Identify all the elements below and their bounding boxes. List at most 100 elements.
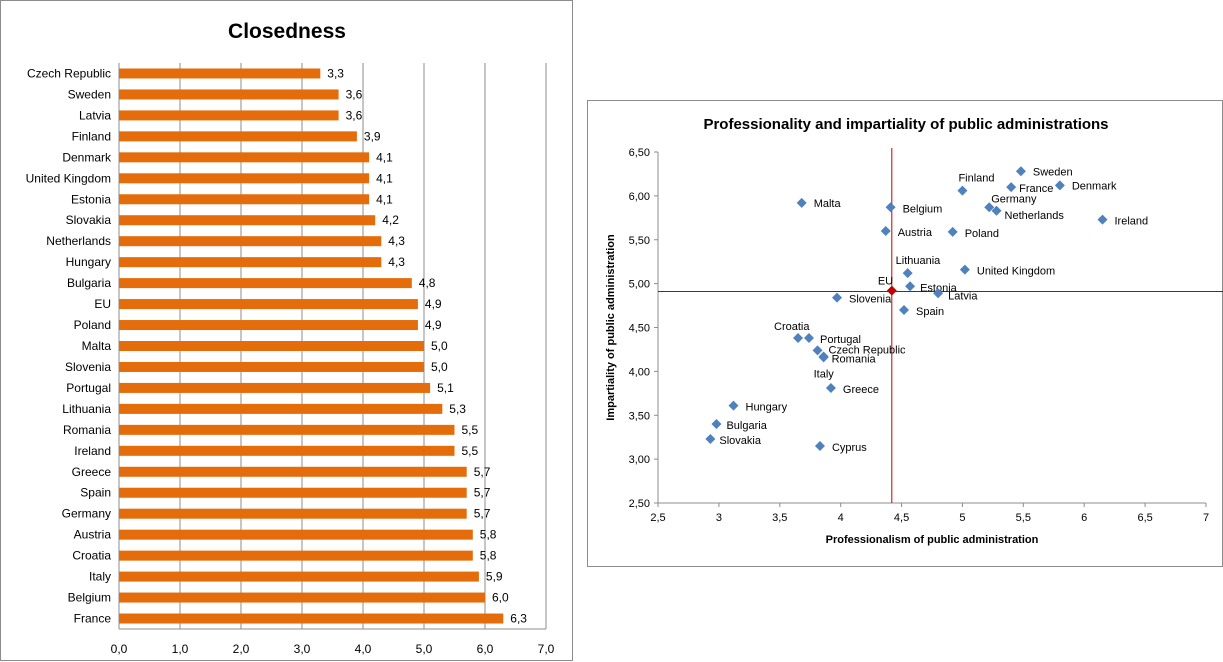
- bar: [119, 613, 504, 624]
- point-label: Austria: [898, 227, 933, 239]
- bar: [119, 466, 467, 477]
- x-tick-label: 4,5: [894, 512, 909, 524]
- data-label: 6,0: [492, 591, 509, 605]
- point-label: Spain: [916, 306, 944, 318]
- category-label: Malta: [82, 339, 112, 353]
- y-tick-label: 6,00: [629, 191, 650, 203]
- data-label: 4,9: [425, 318, 442, 332]
- bar: [119, 89, 339, 100]
- data-label: 5,8: [480, 549, 497, 563]
- bar: [119, 152, 370, 163]
- data-point: [804, 333, 815, 344]
- data-point: [880, 225, 891, 236]
- bar: [119, 257, 382, 268]
- category-label: Sweden: [68, 87, 111, 101]
- x-tick-label: 2,0: [233, 642, 250, 656]
- category-label: France: [74, 612, 112, 626]
- data-label: 5,7: [474, 486, 491, 500]
- category-label: United Kingdom: [26, 171, 111, 185]
- point-label: Sweden: [1033, 166, 1073, 178]
- point-label: Germany: [991, 193, 1037, 205]
- point-label: Italy: [814, 368, 835, 380]
- y-tick-label: 2,50: [629, 498, 650, 510]
- category-label: Estonia: [71, 192, 111, 206]
- x-tick-label: 5: [959, 512, 965, 524]
- bar: [119, 571, 479, 582]
- bar: [119, 487, 467, 498]
- data-point: [933, 288, 944, 299]
- y-tick-label: 5,50: [629, 235, 650, 247]
- point-label: Hungary: [746, 402, 788, 414]
- category-label: Austria: [74, 528, 112, 542]
- y-tick-label: 6,50: [629, 147, 650, 159]
- data-label: 5,0: [431, 339, 448, 353]
- data-point: [1015, 166, 1026, 177]
- point-label: Ireland: [1114, 216, 1148, 228]
- category-label: Portugal: [66, 381, 111, 395]
- data-label: 5,7: [474, 465, 491, 479]
- point-label: Poland: [965, 228, 999, 240]
- category-label: Ireland: [74, 444, 111, 458]
- data-point: [818, 351, 829, 362]
- bar: [119, 131, 357, 142]
- bar: [119, 508, 467, 519]
- point-label: Latvia: [948, 290, 978, 302]
- category-label: Lithuania: [62, 402, 111, 416]
- bar: [119, 361, 424, 372]
- data-point: [886, 285, 897, 296]
- category-label: Greece: [72, 465, 112, 479]
- x-tick-label: 3: [716, 512, 722, 524]
- point-label: EU: [878, 276, 893, 288]
- data-point: [947, 226, 958, 237]
- chart-title: Closedness: [228, 20, 346, 43]
- category-label: Croatia: [72, 549, 111, 563]
- bar: [119, 341, 424, 351]
- data-point: [814, 440, 825, 451]
- x-tick-label: 1,0: [172, 642, 189, 656]
- bar: [119, 382, 431, 393]
- category-label: Netherlands: [46, 234, 111, 248]
- point-label: Malta: [814, 198, 842, 210]
- data-point: [728, 400, 739, 411]
- y-tick-label: 4,50: [629, 323, 650, 335]
- data-point: [885, 202, 896, 213]
- point-label: Greece: [843, 384, 879, 396]
- bar: [119, 445, 455, 456]
- data-point: [1006, 182, 1017, 193]
- data-label: 3,6: [346, 108, 363, 122]
- data-point: [898, 304, 909, 315]
- category-label: EU: [94, 297, 111, 311]
- x-tick-label: 7,0: [538, 642, 555, 656]
- category-label: Germany: [62, 507, 111, 521]
- x-tick-label: 6: [1081, 512, 1087, 524]
- data-label: 5,5: [462, 423, 479, 437]
- category-label: Bulgaria: [67, 276, 111, 290]
- data-label: 5,3: [449, 402, 466, 416]
- point-label: Finland: [958, 173, 994, 185]
- x-tick-label: 5,0: [416, 642, 433, 656]
- data-point: [711, 419, 722, 430]
- data-label: 4,3: [388, 255, 405, 269]
- x-tick-label: 2,5: [650, 512, 665, 524]
- point-label: United Kingdom: [977, 266, 1055, 278]
- data-label: 3,9: [364, 129, 381, 143]
- point-label: France: [1019, 183, 1053, 195]
- data-label: 3,6: [346, 87, 363, 101]
- x-tick-label: 3,0: [294, 642, 311, 656]
- category-label: Denmark: [62, 150, 112, 164]
- bar: [119, 424, 455, 435]
- point-label: Romania: [832, 353, 877, 365]
- bar: [119, 278, 412, 289]
- point-label: Bulgaria: [726, 420, 767, 432]
- category-label: Finland: [72, 129, 111, 143]
- x-tick-label: 0,0: [111, 642, 128, 656]
- point-label: Slovakia: [719, 435, 761, 447]
- point-label: Netherlands: [1005, 210, 1065, 222]
- data-label: 5,0: [431, 360, 448, 374]
- point-label: Belgium: [903, 203, 943, 215]
- data-point: [832, 292, 843, 303]
- professionality-scatter-chart: Professionality and impartiality of publ…: [605, 116, 1223, 546]
- bar: [119, 403, 443, 414]
- data-point: [705, 433, 716, 444]
- chart-title: Professionality and impartiality of publ…: [703, 116, 1108, 133]
